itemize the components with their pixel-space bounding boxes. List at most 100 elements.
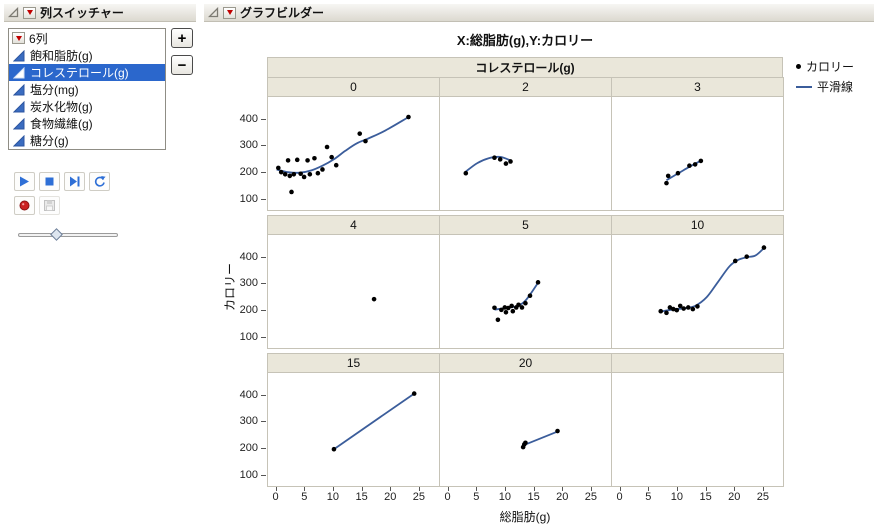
- x-tick-mark: [590, 487, 592, 491]
- column-item-label: 飽和脂肪(g): [30, 49, 93, 63]
- panel-title: グラフビルダー: [240, 6, 325, 20]
- slider-track[interactable]: [18, 233, 118, 237]
- x-tick-mark: [705, 487, 707, 491]
- x-tick-label: 20: [728, 491, 741, 503]
- x-tick-mark: [418, 487, 420, 491]
- remove-column-button[interactable]: −: [171, 55, 193, 75]
- x-tick-mark: [304, 487, 306, 491]
- x-axis-ticks: 0 5 10 15 20 25: [439, 487, 611, 505]
- facet-header: 0: [267, 77, 440, 97]
- column-item[interactable]: 炭水化物(g): [9, 98, 165, 115]
- column-item[interactable]: 食物繊維(g): [9, 115, 165, 132]
- plot-panel-15[interactable]: [267, 372, 440, 487]
- legend-label: 平滑線: [817, 80, 854, 94]
- x-tick-mark: [476, 487, 478, 491]
- x-tick-mark: [676, 487, 678, 491]
- column-item[interactable]: 糖分(g): [9, 132, 165, 149]
- chart-region: X:総脂肪(g),Y:カロリー カロリー 平滑線 カロリー コレステロール(g)…: [204, 22, 874, 524]
- x-tick-label: 15: [355, 491, 368, 503]
- y-tick-mark: [261, 283, 266, 285]
- facet-header: 10: [611, 215, 784, 235]
- x-tick-label: 5: [301, 491, 308, 503]
- plot-panel-5[interactable]: [439, 234, 612, 349]
- x-tick-mark: [648, 487, 650, 491]
- column-item[interactable]: 飽和脂肪(g): [9, 47, 165, 64]
- play-button[interactable]: [14, 172, 35, 191]
- chart-title: X:総脂肪(g),Y:カロリー: [456, 33, 594, 48]
- y-tick-mark: [261, 198, 266, 200]
- red-triangle-menu-icon[interactable]: [23, 6, 36, 19]
- y-tick-label: 400: [239, 112, 258, 125]
- facet-header: [611, 353, 784, 373]
- legend-label: カロリー: [806, 60, 855, 74]
- y-tick-label: 100: [239, 330, 258, 343]
- add-column-button[interactable]: +: [171, 28, 193, 48]
- legend: カロリー 平滑線: [796, 58, 854, 95]
- graph-builder-header[interactable]: グラフビルダー: [204, 4, 874, 22]
- y-tick-mark: [261, 394, 266, 396]
- disclosure-triangle-icon[interactable]: [8, 7, 19, 18]
- legend-item-smoother[interactable]: 平滑線: [796, 78, 854, 95]
- x-tick-label: 20: [384, 491, 397, 503]
- slider-thumb[interactable]: [50, 228, 63, 241]
- x-tick-label: 20: [556, 491, 569, 503]
- x-axis-label: 総脂肪(g): [499, 510, 551, 524]
- loop-button[interactable]: [89, 172, 110, 191]
- x-tick-mark: [390, 487, 392, 491]
- red-triangle-menu-icon[interactable]: [223, 6, 236, 19]
- column-switcher-header[interactable]: 列スイッチャー: [4, 4, 196, 22]
- continuous-column-icon: [13, 134, 25, 147]
- plot-panel-0[interactable]: [267, 96, 440, 211]
- plot-panel-empty[interactable]: [611, 372, 784, 487]
- x-tick-mark: [504, 487, 506, 491]
- x-tick-mark: [562, 487, 564, 491]
- y-tick-mark: [261, 118, 266, 120]
- save-icon: [44, 200, 55, 211]
- x-tick-label: 10: [498, 491, 512, 503]
- legend-item-points[interactable]: カロリー: [796, 58, 854, 75]
- y-tick-mark: [261, 474, 266, 476]
- facet-header: 4: [267, 215, 440, 235]
- disclosure-triangle-icon[interactable]: [208, 7, 219, 18]
- continuous-column-icon: [13, 117, 25, 130]
- y-tick-label: 300: [239, 415, 258, 428]
- legend-line-swatch: [796, 85, 812, 88]
- column-item-selected[interactable]: コレステロール(g): [9, 64, 165, 81]
- column-list: 6列 飽和脂肪(g) コレステロール(g) 塩分(mg) 炭水化物(g): [8, 28, 166, 150]
- plot-panel-2[interactable]: [439, 96, 612, 211]
- step-icon: [70, 176, 80, 187]
- y-tick-mark: [261, 256, 266, 258]
- y-tick-mark: [261, 421, 266, 423]
- x-tick-label: 5: [645, 491, 652, 503]
- facet-header: 3: [611, 77, 784, 97]
- panel-title: 列スイッチャー: [40, 6, 124, 20]
- trellis-plot: コレステロール(g) 総脂肪(g) 100 200 300 400 0 2 3 100 200 3…: [229, 57, 784, 524]
- y-tick-mark: [261, 145, 266, 147]
- stop-icon: [45, 177, 54, 186]
- plot-panel-3[interactable]: [611, 96, 784, 211]
- red-triangle-menu-icon[interactable]: [12, 32, 25, 44]
- record-button[interactable]: [14, 196, 35, 215]
- save-button[interactable]: [39, 196, 60, 215]
- step-button[interactable]: [64, 172, 85, 191]
- x-axis-ticks: 0 5 10 15 20 25: [611, 487, 783, 505]
- y-axis-ticks: 100 200 300 400: [229, 96, 267, 211]
- record-controls: [14, 196, 196, 215]
- x-tick-mark: [447, 487, 449, 491]
- plot-panel-20[interactable]: [439, 372, 612, 487]
- column-item[interactable]: 塩分(mg): [9, 81, 165, 98]
- animation-speed-slider[interactable]: [18, 228, 118, 241]
- x-tick-label: 25: [756, 491, 770, 503]
- facet-header: 15: [267, 353, 440, 373]
- y-tick-mark: [261, 172, 266, 174]
- x-tick-mark: [275, 487, 277, 491]
- plot-panel-4[interactable]: [267, 234, 440, 349]
- stop-button[interactable]: [39, 172, 60, 191]
- column-switcher-panel: 列スイッチャー 6列 飽和脂肪(g) コレステロール(g) 塩分(mg: [4, 4, 196, 241]
- y-axis-ticks: 100 200 300 400: [229, 234, 267, 349]
- plot-panel-10[interactable]: [611, 234, 784, 349]
- x-tick-label: 0: [272, 491, 279, 503]
- x-tick-label: 25: [412, 491, 426, 503]
- point-marker-icon: [796, 64, 801, 69]
